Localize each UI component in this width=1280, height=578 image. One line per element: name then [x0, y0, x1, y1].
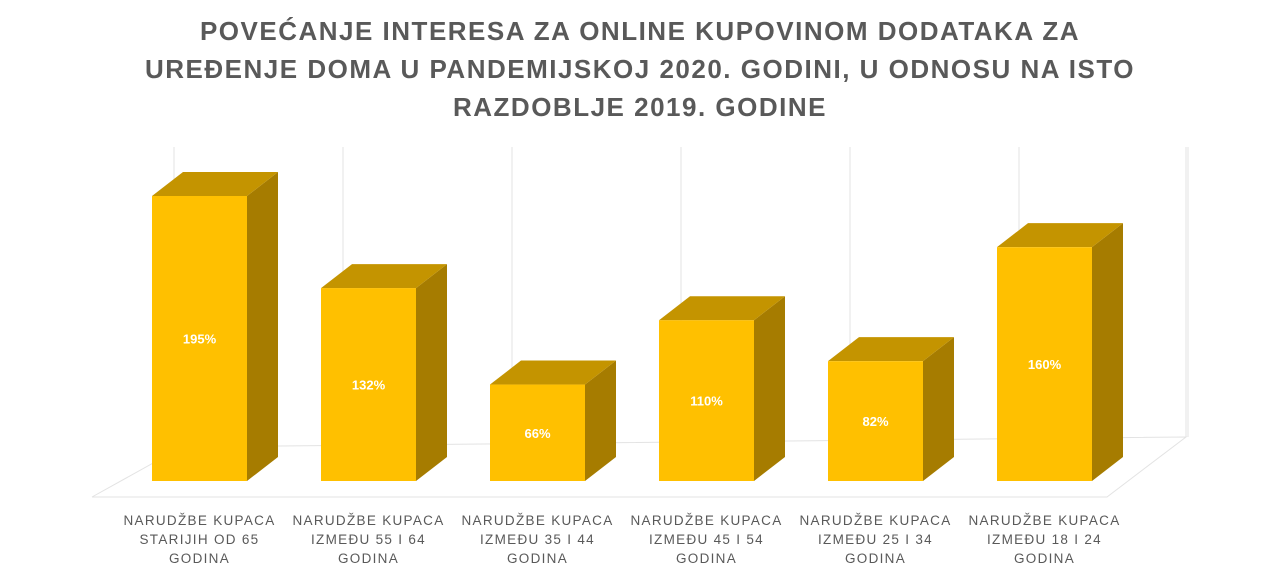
bar-top [490, 360, 616, 385]
bar-side [416, 264, 447, 481]
bar-top [152, 172, 278, 196]
category-label-line: STARIJIH OD 65 [139, 532, 260, 547]
bar-top [659, 296, 785, 321]
data-label: 132% [352, 378, 386, 393]
category-label-line: GODINA [1013, 551, 1076, 566]
bar-side [247, 172, 278, 481]
data-label: 110% [690, 394, 723, 409]
category-label-line: GODINA [844, 551, 907, 566]
category-label-line: NARUDŽBE KUPACA [292, 513, 445, 528]
category-label-line: IZMEĐU 25 I 34 [818, 532, 933, 547]
category-label-line: IZMEĐU 35 I 44 [480, 532, 595, 547]
data-label: 160% [1028, 357, 1062, 372]
bar-top [997, 223, 1123, 248]
category-label-line: GODINA [168, 551, 231, 566]
chart-title-line-1: POVEĆANJE INTERESA ZA ONLINE KUPOVINOM D… [199, 16, 1081, 46]
category-label: NARUDŽBE KUPACA IZMEĐU 35 I 44 GODINA [453, 511, 623, 568]
category-label-line: NARUDŽBE KUPACA [461, 513, 614, 528]
category-label: NARUDŽBE KUPACA IZMEĐU 45 I 54 GODINA [622, 511, 792, 568]
category-label-line: IZMEĐU 55 I 64 [311, 532, 426, 547]
bar [997, 247, 1092, 481]
bar-side [1092, 223, 1123, 481]
category-label: NARUDŽBE KUPACA IZMEĐU 55 I 64 GODINA [284, 511, 454, 568]
category-label-line: NARUDŽBE KUPACA [123, 513, 276, 528]
bar-side [754, 296, 785, 481]
category-label-line: NARUDŽBE KUPACA [799, 513, 952, 528]
bar [828, 361, 923, 481]
category-label-line: NARUDŽBE KUPACA [630, 513, 783, 528]
data-label: 195% [183, 332, 217, 347]
category-label: NARUDŽBE KUPACA IZMEĐU 18 I 24 GODINA [960, 511, 1130, 568]
bar [659, 320, 754, 481]
bar [490, 384, 585, 481]
category-label-line: GODINA [675, 551, 738, 566]
bar-side [923, 337, 954, 481]
category-label-line: IZMEĐU 45 I 54 [649, 532, 764, 547]
category-label-line: NARUDŽBE KUPACA [968, 513, 1121, 528]
chart-title-line-3: RAZDOBLJE 2019. GODINE [453, 92, 827, 122]
chart-title-line-2: UREĐENJE DOMA U PANDEMIJSKOJ 2020. GODIN… [145, 54, 1135, 84]
bar-side [585, 360, 616, 481]
data-label: 66% [524, 426, 550, 441]
category-label-line: IZMEĐU 18 I 24 [987, 532, 1102, 547]
category-label-line: GODINA [337, 551, 400, 566]
category-label: NARUDŽBE KUPACA IZMEĐU 25 I 34 GODINA [791, 511, 961, 568]
bar-top [321, 264, 447, 289]
category-label-line: GODINA [506, 551, 569, 566]
bar-top [828, 337, 954, 362]
bar [321, 288, 416, 481]
bar [152, 196, 247, 481]
category-label: NARUDŽBE KUPACA STARIJIH OD 65 GODINA [115, 511, 285, 568]
data-label: 82% [862, 414, 888, 429]
chart-title: POVEĆANJE INTERESA ZA ONLINE KUPOVINOM D… [140, 12, 1140, 126]
